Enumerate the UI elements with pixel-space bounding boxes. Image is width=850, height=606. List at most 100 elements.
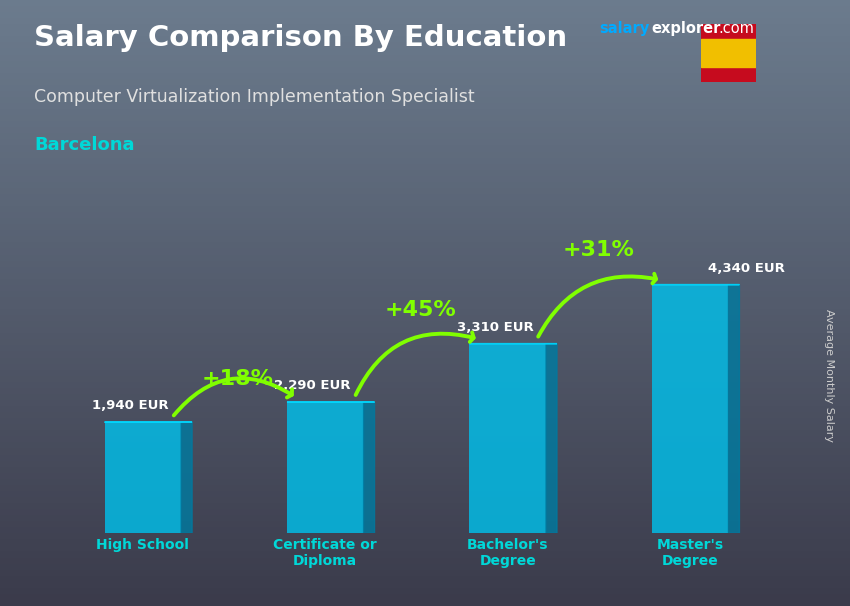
Polygon shape xyxy=(728,285,739,533)
Text: +31%: +31% xyxy=(563,240,635,260)
Text: 3,310 EUR: 3,310 EUR xyxy=(456,321,534,335)
Bar xyxy=(0,473,850,479)
Text: Salary Comparison By Education: Salary Comparison By Education xyxy=(34,24,567,52)
Bar xyxy=(0,376,850,382)
Bar xyxy=(0,551,850,558)
Bar xyxy=(0,242,850,248)
Bar xyxy=(0,424,850,430)
Bar xyxy=(0,255,850,261)
Bar xyxy=(0,303,850,309)
Bar xyxy=(0,0,850,6)
Bar xyxy=(0,527,850,533)
Bar xyxy=(0,12,850,18)
Bar xyxy=(0,370,850,376)
Bar xyxy=(701,39,756,67)
Bar xyxy=(0,236,850,242)
Bar xyxy=(0,503,850,509)
Bar xyxy=(0,230,850,236)
Bar xyxy=(0,200,850,206)
Text: .com: .com xyxy=(718,21,754,36)
Bar xyxy=(0,315,850,321)
Bar xyxy=(0,85,850,91)
Bar xyxy=(0,206,850,212)
Bar xyxy=(0,97,850,103)
Bar xyxy=(0,448,850,454)
Bar xyxy=(0,406,850,412)
Bar xyxy=(0,491,850,497)
Bar xyxy=(0,103,850,109)
Bar xyxy=(0,291,850,297)
Text: salary: salary xyxy=(599,21,649,36)
Bar xyxy=(0,30,850,36)
Text: Computer Virtualization Implementation Specialist: Computer Virtualization Implementation S… xyxy=(34,88,474,106)
Bar xyxy=(0,6,850,12)
Bar xyxy=(0,73,850,79)
Bar xyxy=(0,18,850,24)
Bar xyxy=(0,570,850,576)
Bar xyxy=(0,497,850,503)
Bar xyxy=(0,412,850,418)
Bar xyxy=(0,479,850,485)
Text: +45%: +45% xyxy=(384,301,456,321)
Bar xyxy=(0,61,850,67)
Bar xyxy=(0,545,850,551)
Bar xyxy=(0,127,850,133)
Text: Average Monthly Salary: Average Monthly Salary xyxy=(824,309,834,442)
Bar xyxy=(0,145,850,152)
Bar xyxy=(0,594,850,600)
Text: +18%: +18% xyxy=(201,369,274,389)
Bar xyxy=(0,115,850,121)
Bar xyxy=(0,182,850,188)
Bar xyxy=(0,188,850,194)
Text: 2,290 EUR: 2,290 EUR xyxy=(275,379,351,391)
Bar xyxy=(0,485,850,491)
Bar xyxy=(0,212,850,218)
Bar xyxy=(0,321,850,327)
Bar xyxy=(0,333,850,339)
Bar xyxy=(0,454,850,461)
Text: 1,940 EUR: 1,940 EUR xyxy=(92,399,168,412)
Bar xyxy=(0,358,850,364)
Bar xyxy=(0,515,850,521)
Bar xyxy=(0,42,850,48)
Bar xyxy=(0,164,850,170)
FancyBboxPatch shape xyxy=(469,344,546,533)
Bar xyxy=(0,576,850,582)
Bar xyxy=(0,418,850,424)
Bar xyxy=(0,55,850,61)
Bar xyxy=(0,139,850,145)
Text: explorer: explorer xyxy=(651,21,721,36)
Bar xyxy=(0,442,850,448)
Bar xyxy=(0,351,850,358)
Bar xyxy=(0,600,850,606)
Bar xyxy=(0,564,850,570)
Bar xyxy=(0,400,850,406)
Bar xyxy=(0,218,850,224)
Bar xyxy=(0,285,850,291)
Bar xyxy=(0,582,850,588)
FancyBboxPatch shape xyxy=(287,402,364,533)
Bar xyxy=(0,339,850,345)
Bar xyxy=(0,170,850,176)
Bar xyxy=(0,558,850,564)
Polygon shape xyxy=(364,402,375,533)
Polygon shape xyxy=(546,344,557,533)
Bar xyxy=(0,382,850,388)
Text: Barcelona: Barcelona xyxy=(34,136,134,155)
Bar xyxy=(0,467,850,473)
Bar xyxy=(0,345,850,351)
Bar xyxy=(0,539,850,545)
Bar xyxy=(0,152,850,158)
Bar xyxy=(0,267,850,273)
Bar xyxy=(0,533,850,539)
Bar xyxy=(0,224,850,230)
Bar xyxy=(0,394,850,400)
Bar xyxy=(0,297,850,303)
Bar xyxy=(0,509,850,515)
Bar xyxy=(0,461,850,467)
Bar xyxy=(0,364,850,370)
Bar xyxy=(0,109,850,115)
Bar xyxy=(0,176,850,182)
Bar xyxy=(0,36,850,42)
Bar xyxy=(0,48,850,55)
